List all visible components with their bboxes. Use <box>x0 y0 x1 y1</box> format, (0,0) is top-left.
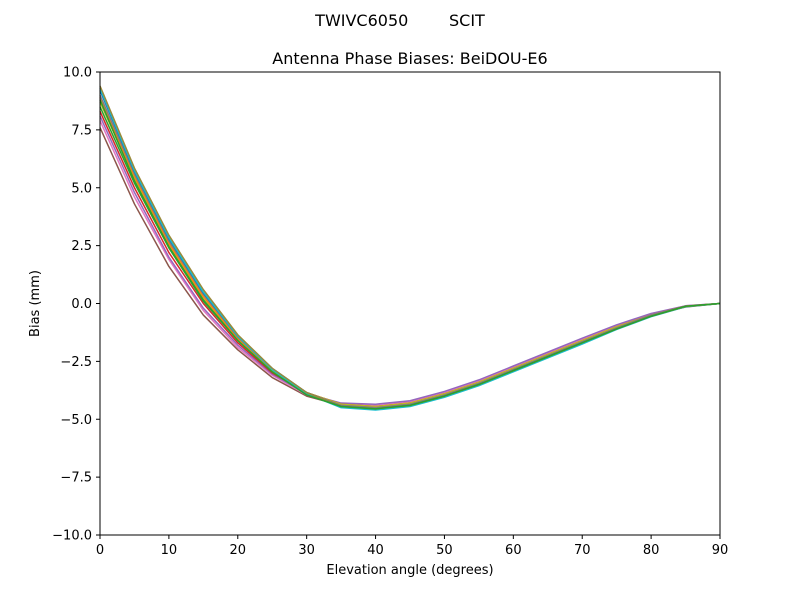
x-tick-label: 50 <box>436 543 453 558</box>
x-axis-label: Elevation angle (degrees) <box>326 563 493 578</box>
series-line-3 <box>99 115 721 405</box>
x-tick-label: 10 <box>161 543 178 558</box>
y-tick-label: −2.5 <box>60 355 92 370</box>
y-tick-label: −7.5 <box>60 471 92 486</box>
x-tick-label: 20 <box>230 543 247 558</box>
x-tick-label: 90 <box>712 543 729 558</box>
plot-area <box>100 72 720 535</box>
y-tick-label: 0.0 <box>71 297 92 312</box>
x-tick-label: 60 <box>505 543 522 558</box>
x-tick-label: 30 <box>298 543 315 558</box>
series-line-12 <box>99 99 721 410</box>
y-tick-label: −10.0 <box>52 529 92 544</box>
x-tick-label: 70 <box>574 543 591 558</box>
chart-title: Antenna Phase Biases: BeiDOU-E6 <box>272 49 547 68</box>
series-layer <box>99 85 721 411</box>
plot-background <box>100 72 720 535</box>
y-tick-label: 7.5 <box>71 123 92 138</box>
x-tick-label: 40 <box>367 543 384 558</box>
axes-layer: 0 10 20 30 40 50 60 70 80 90 −10.0 −7.5 −5.0 −2.5 0.0 2… <box>52 66 728 559</box>
x-tick-label: 0 <box>96 543 104 558</box>
chart-suptitle: TWIVC6050 SCIT <box>314 11 485 30</box>
y-tick-label: −5.0 <box>60 413 92 428</box>
y-tick-label: 10.0 <box>63 66 92 81</box>
y-axis-label: Bias (mm) <box>28 270 43 337</box>
x-tick-label: 80 <box>643 543 660 558</box>
y-tick-label: 2.5 <box>71 239 92 254</box>
y-tick-label: 5.0 <box>71 181 92 196</box>
